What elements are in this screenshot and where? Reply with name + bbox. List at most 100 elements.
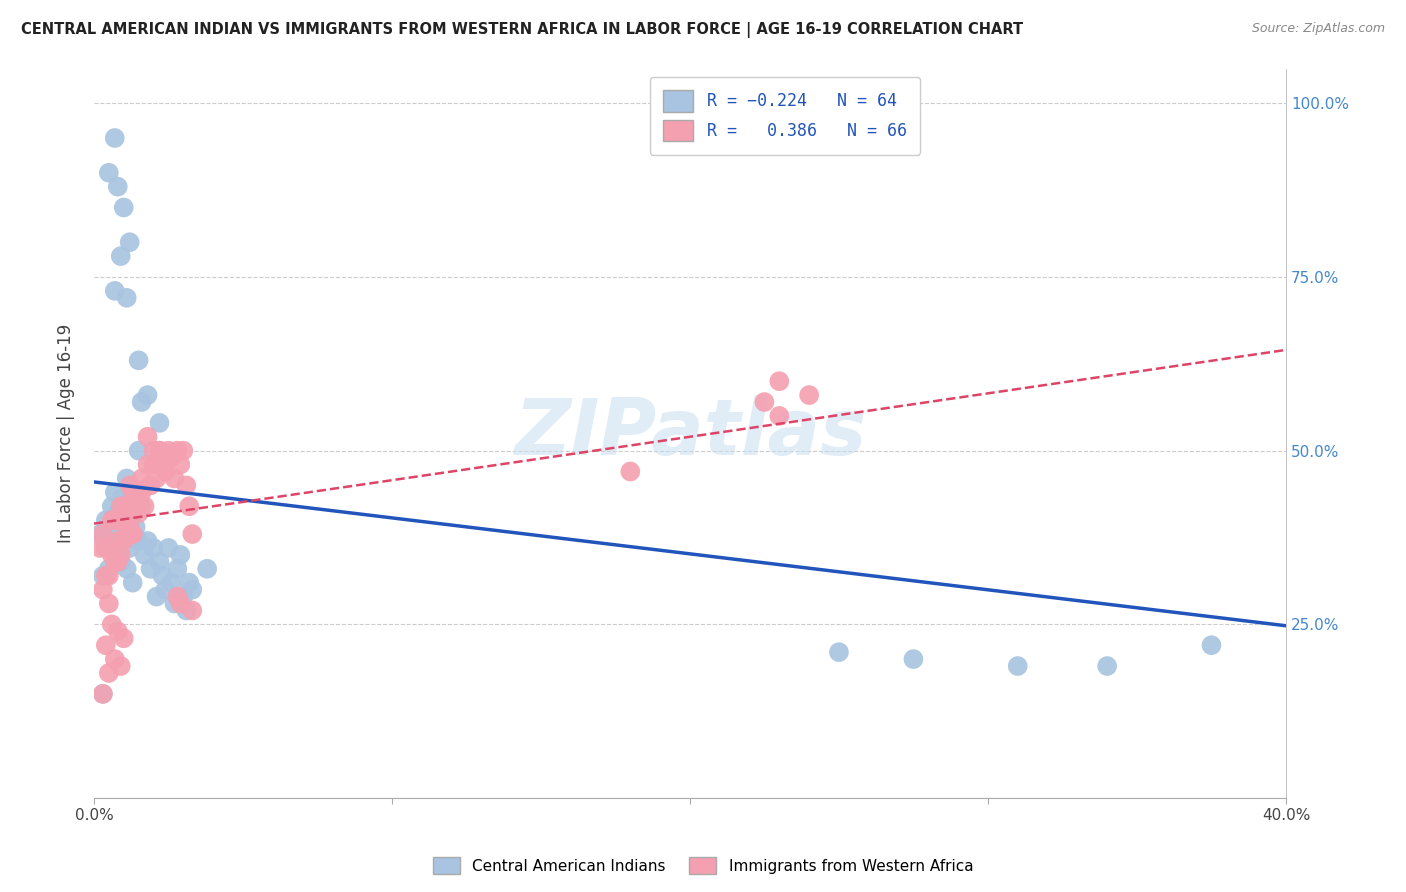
Point (97, 597, 120, 611)
Point (101, 548, 124, 562)
Point (101, 500, 124, 514)
Point (107, 555, 129, 569)
Point (101, 527, 124, 541)
Point (118, 520, 141, 534)
Point (107, 533, 129, 548)
Point (115, 471, 138, 485)
Point (136, 533, 159, 548)
Point (1095, 659, 1118, 673)
Point (142, 541, 165, 555)
Point (112, 533, 135, 548)
Point (104, 652, 127, 666)
Point (104, 513, 127, 527)
Point (104, 555, 127, 569)
Point (104, 131, 127, 145)
Point (181, 582, 204, 597)
Point (768, 374, 790, 388)
Point (94, 513, 117, 527)
Legend: Central American Indians, Immigrants from Western Africa: Central American Indians, Immigrants fro… (426, 851, 980, 880)
Point (136, 430, 159, 444)
Point (128, 506, 150, 520)
Point (101, 513, 124, 527)
Point (91, 687, 114, 701)
Point (828, 645, 851, 659)
Point (94, 541, 117, 555)
Point (128, 500, 150, 514)
Point (754, 395, 776, 409)
Point (768, 409, 790, 423)
Point (115, 562, 138, 576)
Point (121, 485, 143, 500)
Point (172, 590, 194, 604)
Point (128, 533, 150, 548)
Point (166, 443, 188, 458)
Point (124, 492, 146, 507)
Point (118, 478, 141, 492)
Point (139, 562, 162, 576)
Point (121, 485, 143, 500)
Point (128, 353, 150, 368)
Point (136, 458, 159, 472)
Point (155, 582, 177, 597)
Point (97, 166, 120, 180)
Point (107, 520, 129, 534)
Point (94, 568, 117, 582)
Point (160, 575, 183, 590)
Point (97, 568, 120, 582)
Point (148, 443, 170, 458)
Point (118, 235, 141, 250)
Point (903, 652, 925, 666)
Point (104, 548, 127, 562)
Point (112, 201, 135, 215)
Point (94, 541, 117, 555)
Point (107, 624, 129, 639)
Point (139, 478, 162, 492)
Point (121, 575, 143, 590)
Point (128, 485, 150, 500)
Point (131, 395, 153, 409)
Point (104, 284, 127, 298)
Point (160, 450, 183, 465)
Point (181, 527, 204, 541)
Point (797, 388, 820, 402)
Point (118, 513, 141, 527)
Point (110, 500, 132, 514)
Point (128, 443, 150, 458)
Point (134, 548, 156, 562)
Point (157, 541, 180, 555)
Point (112, 632, 135, 646)
Point (163, 471, 186, 485)
Point (110, 659, 132, 673)
Point (179, 500, 201, 514)
Point (152, 458, 174, 472)
Point (115, 291, 138, 305)
Point (1201, 638, 1223, 652)
Point (110, 555, 132, 569)
Point (97, 562, 120, 576)
Point (142, 458, 165, 472)
Point (145, 471, 167, 485)
Point (172, 443, 194, 458)
Point (110, 548, 132, 562)
Point (181, 603, 204, 617)
Point (89, 541, 111, 555)
Point (97, 665, 120, 680)
Point (1007, 659, 1029, 673)
Point (148, 555, 170, 569)
Text: CENTRAL AMERICAN INDIAN VS IMMIGRANTS FROM WESTERN AFRICA IN LABOR FORCE | AGE 1: CENTRAL AMERICAN INDIAN VS IMMIGRANTS FR… (21, 22, 1024, 38)
Point (115, 500, 138, 514)
Point (169, 548, 191, 562)
Point (110, 249, 132, 263)
Point (101, 617, 124, 632)
Point (148, 443, 170, 458)
Point (91, 568, 114, 582)
Point (169, 597, 191, 611)
Point (89, 527, 111, 541)
Point (121, 527, 143, 541)
Text: Source: ZipAtlas.com: Source: ZipAtlas.com (1251, 22, 1385, 36)
Point (91, 582, 114, 597)
Y-axis label: In Labor Force | Age 16-19: In Labor Force | Age 16-19 (58, 324, 75, 543)
Point (166, 562, 188, 576)
Point (110, 533, 132, 548)
Point (97, 527, 120, 541)
